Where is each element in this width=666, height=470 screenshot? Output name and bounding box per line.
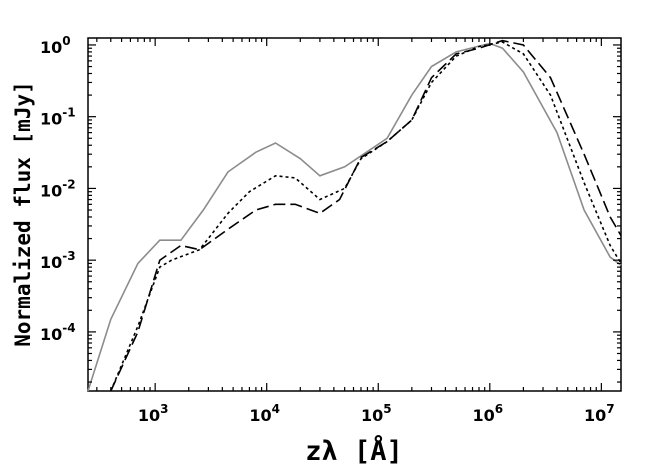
x-tick-label: 106 <box>472 402 503 425</box>
y-tick-label: 10-2 <box>40 177 76 200</box>
y-tick-label: 10-1 <box>40 106 76 129</box>
series-layer <box>87 39 622 392</box>
series-solid-line <box>87 42 622 392</box>
x-tick-label: 105 <box>361 402 392 425</box>
plot-frame <box>87 37 622 392</box>
series-dashed-line <box>110 39 622 392</box>
series-dotted-line <box>110 41 622 392</box>
x-tick-label: 104 <box>249 402 280 425</box>
y-tick-label: 10-4 <box>40 321 76 344</box>
y-axis-label: Normalized flux [mJy] <box>11 81 35 347</box>
x-tick-label: 107 <box>584 402 615 425</box>
y-tick-label: 100 <box>40 34 71 57</box>
y-tick-label: 10-3 <box>40 249 76 272</box>
x-axis-label: zλ [Å] <box>305 435 403 467</box>
tick-layer: 103 104 105 106 107 10-4 10-3 10-2 10-1 100 <box>40 34 621 425</box>
x-tick-label: 103 <box>138 402 169 425</box>
